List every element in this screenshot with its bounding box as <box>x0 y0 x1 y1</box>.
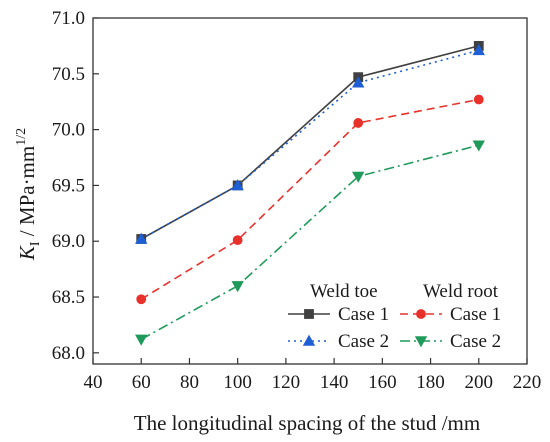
series-line-weld-toe-case-1 <box>140 45 479 240</box>
y-axis-symbol: K <box>15 245 39 261</box>
x-tick-label: 200 <box>465 372 494 393</box>
data-point-weld-root-case-1 <box>473 94 484 105</box>
series-weld-root-case-2 <box>135 140 485 346</box>
x-tick-label: 140 <box>320 372 349 393</box>
legend-marker-weld-toe-case-1 <box>304 309 314 319</box>
data-point-weld-root-case-1 <box>232 235 243 246</box>
y-tick-label: 70.5 <box>52 64 85 85</box>
data-point-weld-toe-case-2 <box>231 179 244 191</box>
data-point-weld-root-case-2 <box>472 140 485 152</box>
data-point-weld-toe-case-2 <box>352 76 365 88</box>
y-axis-unit-exponent: 1/2 <box>14 128 29 146</box>
y-tick-label: 70.0 <box>52 120 85 141</box>
legend-label-weld-toe-case-2: Case 2 <box>338 331 389 352</box>
data-point-weld-root-case-2 <box>231 281 244 293</box>
series-line-weld-root-case-1 <box>140 98 479 300</box>
series-weld-root-case-1 <box>136 94 484 305</box>
y-axis-ticks: 68.0 68.5 69.0 69.5 70.0 70.5 71.0 <box>52 8 99 364</box>
x-axis-title: The longitudinal spacing of the stud /mm <box>134 411 480 435</box>
legend-label-weld-toe-case-1: Case 1 <box>338 304 389 325</box>
y-axis-title: KI / MPa·mm1/2 <box>14 128 43 261</box>
x-tick-label: 60 <box>132 372 151 393</box>
data-point-weld-root-case-2 <box>352 171 365 183</box>
legend-marker-weld-root-case-2 <box>414 336 428 348</box>
y-axis-subscript: I <box>28 241 43 246</box>
legend-marker-weld-root-case-1 <box>416 309 426 319</box>
data-point-weld-root-case-1 <box>353 118 364 128</box>
y-tick-label: 69.0 <box>52 231 85 252</box>
legend-group-title-weld-root: Weld root <box>423 281 499 302</box>
x-tick-label: 80 <box>180 372 199 393</box>
legend-marker-weld-toe-case-2 <box>302 334 316 346</box>
x-tick-label: 180 <box>416 372 445 393</box>
y-tick-label: 68.5 <box>52 287 85 308</box>
plot-frame <box>92 17 528 365</box>
legend-group-title-weld-toe: Weld toe <box>310 281 378 302</box>
data-point-weld-root-case-1 <box>136 294 147 305</box>
data-point-weld-root-case-2 <box>135 334 148 346</box>
data-point-weld-toe-case-2 <box>135 232 148 244</box>
legend-label-weld-root-case-2: Case 2 <box>450 331 501 352</box>
legend-label-weld-root-case-1: Case 1 <box>450 304 501 325</box>
series-weld-toe-case-2 <box>135 44 485 244</box>
plot-area-border <box>92 17 528 365</box>
y-tick-label: 71.0 <box>52 8 85 29</box>
y-tick-label: 69.5 <box>52 175 85 196</box>
data-point-weld-toe-case-2 <box>472 44 485 56</box>
x-tick-label: 100 <box>223 372 252 393</box>
x-tick-label: 40 <box>84 372 103 393</box>
y-axis-unit: / MPa·mm <box>15 146 39 242</box>
y-tick-label: 68.0 <box>52 343 85 364</box>
series-layer <box>135 41 485 346</box>
x-tick-label: 220 <box>513 372 542 393</box>
series-line-weld-root-case-2 <box>140 144 479 341</box>
x-axis-ticks: 40 60 80 100 120 140 160 180 200 220 <box>84 358 542 393</box>
series-line-weld-toe-case-2 <box>140 49 479 240</box>
x-tick-label: 160 <box>368 372 397 393</box>
legend-entries: Case 1 Case 2 Case 1 Case 2 <box>288 304 501 352</box>
x-tick-label: 120 <box>272 372 301 393</box>
